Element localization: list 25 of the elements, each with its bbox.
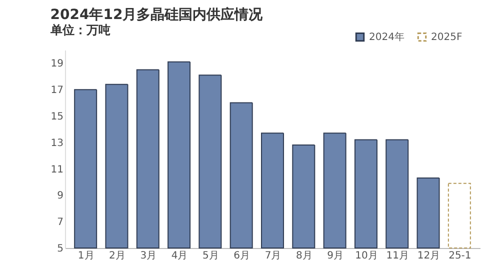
legend-label: 2024年 — [369, 31, 404, 44]
x-tick-label: 25-1 — [448, 250, 472, 262]
y-tick-label: 5 — [57, 244, 64, 254]
y-tick-label: 9 — [57, 190, 64, 202]
x-tick-label: 6月 — [234, 250, 250, 262]
x-tick-label: 10月 — [355, 250, 378, 262]
x-tick-label: 2月 — [109, 250, 126, 262]
chart-subtitle: 单位：万吨 — [49, 23, 110, 37]
x-tick-label: 5月 — [202, 250, 219, 262]
x-tick-label: 12月 — [417, 250, 440, 262]
y-tick-label: 17 — [50, 85, 64, 96]
x-tick-label: 7月 — [264, 250, 282, 262]
y-tick-label: 11 — [50, 164, 64, 176]
y-tick-label: 15 — [50, 112, 64, 122]
chart-title: 2024年12月多晶硅国内供应情况 — [50, 6, 264, 23]
y-tick-label: 7 — [57, 217, 64, 228]
y-tick-label: 13 — [50, 138, 64, 149]
x-tick-label: 11月 — [386, 250, 409, 262]
y-tick-label: 19 — [50, 58, 64, 70]
x-tick-label: 1月 — [78, 250, 94, 262]
legend-label: 2025F — [431, 32, 462, 44]
x-tick-label: 9月 — [327, 250, 344, 262]
x-tick-label: 8月 — [296, 250, 312, 262]
x-tick-label: 3月 — [140, 250, 157, 262]
x-tick-label: 4月 — [171, 250, 188, 262]
